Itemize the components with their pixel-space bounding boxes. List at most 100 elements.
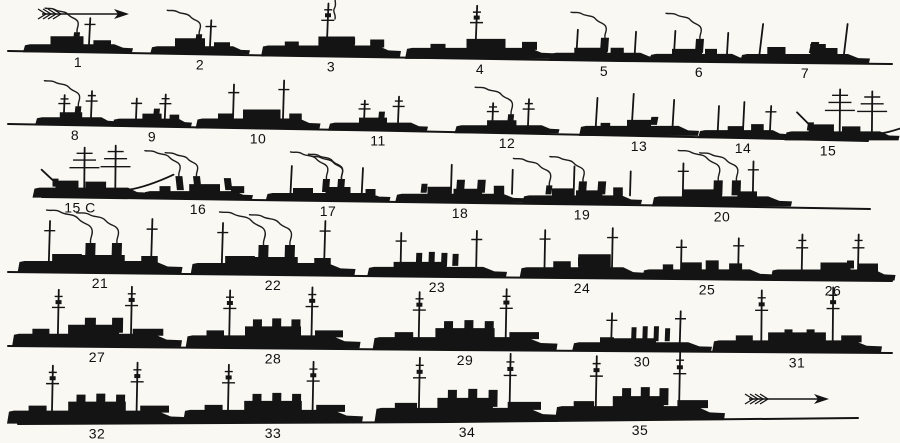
silhouette-row-1: 1 2 3 4 5 6 7 [7, 0, 893, 81]
ship-23-silhouette: 23 [367, 229, 507, 295]
ship-number-label: 4 [476, 61, 484, 77]
mast-crossbars [395, 238, 483, 242]
ship-number-label: 31 [789, 354, 806, 370]
ship-number-label: 15 [820, 142, 837, 158]
fighting-top [416, 369, 423, 374]
ship-14-silhouette: 14 [698, 101, 788, 156]
hull-silhouette [185, 318, 361, 349]
smoke-trail [570, 11, 608, 39]
fighting-top [507, 366, 514, 371]
ship-number-label: 15 C [64, 200, 96, 216]
hull-silhouette [549, 37, 659, 61]
ship-6-silhouette: 6 [649, 12, 749, 80]
mast-crossbars [412, 295, 513, 311]
masts-and-rigging [716, 101, 773, 131]
fighting-top [55, 300, 62, 305]
ship-11-silhouette: 11 [328, 95, 428, 149]
ship-22-silhouette: 22 [190, 211, 356, 293]
ship-number-label: 29 [457, 352, 474, 368]
fighting-top [49, 376, 56, 381]
smoke-trail [665, 12, 703, 40]
smoke-trail [43, 79, 81, 107]
ship-number-label: 3 [327, 58, 335, 74]
course-arrow-top-left-feathered-arrow-icon [37, 8, 129, 20]
hull-silhouette [12, 317, 182, 347]
masts-and-rigging [209, 19, 213, 48]
ship-17-silhouette: 17 [265, 151, 391, 219]
arrow-head [814, 394, 829, 404]
masts-and-rigging [450, 163, 514, 195]
ship-29-silhouette: 29 [372, 288, 558, 368]
fighting-top [416, 302, 423, 307]
hull-silhouette [17, 243, 183, 274]
masts-and-rigging [417, 288, 508, 339]
fighting-top [830, 300, 837, 305]
mast-crossbars [44, 228, 158, 232]
masts-and-rigging [399, 229, 478, 268]
fighting-top [325, 13, 332, 18]
mast-crossbars [589, 359, 687, 377]
masts-and-rigging [681, 160, 755, 198]
mast-crossbars [539, 236, 619, 240]
ship-24-silhouette: 24 [519, 227, 645, 296]
arrow-head [114, 9, 129, 19]
ship-number-label: 14 [735, 140, 752, 156]
ship-7-silhouette: 7 [740, 23, 870, 81]
masts-and-rigging [418, 352, 512, 409]
mast-crossbars [131, 97, 172, 105]
masts-and-rigging [51, 361, 139, 412]
hull-silhouette [150, 34, 250, 55]
hull-silhouette [372, 320, 558, 351]
fighting-top [310, 373, 317, 378]
ship-number-label: 22 [265, 277, 282, 293]
hull-silhouette [784, 122, 900, 141]
mast-crossbars [58, 94, 98, 105]
mast-crossbars [413, 361, 517, 379]
smoke-trail [333, 0, 337, 20]
silhouette-row-5: 27 28 29 30 31 [7, 285, 893, 370]
masts-and-rigging [289, 165, 364, 194]
masts-and-rigging [610, 310, 682, 344]
ship-8-silhouette: 8 [35, 79, 115, 143]
ship-number-label: 33 [265, 425, 282, 441]
smoke-trail [75, 211, 120, 244]
smoke-trail [166, 9, 202, 35]
mast-crossbars [46, 369, 144, 385]
masts-and-rigging [88, 17, 92, 46]
masts-and-rigging [758, 23, 849, 55]
smoke-trail [549, 155, 585, 183]
ship-26-silhouette: 26 [770, 233, 896, 298]
ship-number-label: 12 [499, 135, 516, 151]
mast-crossbars [217, 230, 331, 234]
masts-and-rigging [673, 29, 730, 55]
smoke-trail [45, 209, 94, 244]
masts-and-rigging [594, 93, 676, 127]
mast-crossbars [69, 150, 131, 169]
ship-number-label: 9 [148, 129, 156, 145]
fighting-top [226, 300, 233, 305]
ship-number-label: 34 [459, 424, 476, 440]
hull-silhouette [183, 392, 363, 423]
hull-silhouette [367, 251, 507, 277]
fighting-top [225, 375, 232, 380]
ship-33-silhouette: 33 [183, 360, 363, 441]
hull-silhouette [195, 109, 321, 129]
smoke-trail [512, 157, 552, 187]
ship-number-label: 20 [714, 208, 731, 224]
ship-28-silhouette: 28 [185, 286, 361, 366]
hull-silhouette [7, 393, 187, 424]
ship-number-label: 8 [71, 127, 79, 143]
mast-crossbars [222, 368, 320, 384]
mast-crossbars [796, 239, 865, 249]
mast-crossbars [228, 88, 290, 94]
hull-silhouette [395, 179, 525, 203]
smoke-trail [218, 211, 267, 246]
hull-silhouette [770, 260, 896, 281]
smoke-trail [310, 155, 344, 180]
mast-crossbars [824, 94, 888, 113]
mast-crossbars [486, 102, 535, 113]
hull-silhouette [649, 38, 749, 62]
masts-and-rigging [594, 351, 682, 408]
